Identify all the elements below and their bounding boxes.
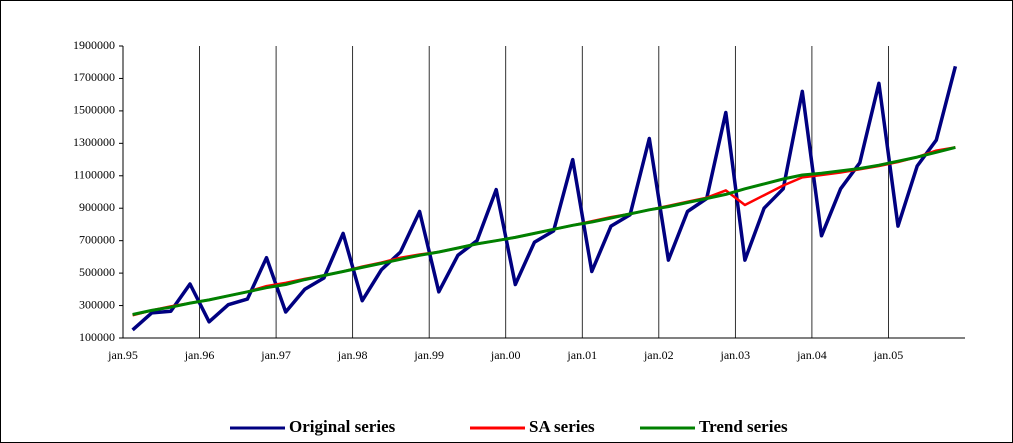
- y-tick-label: 500000: [79, 265, 115, 279]
- x-tick-label: jan.99: [413, 348, 444, 362]
- y-tick-label: 1700000: [73, 70, 115, 84]
- legend-label: SA series: [529, 417, 595, 436]
- x-tick-label: jan.01: [566, 348, 597, 362]
- y-tick-label: 1300000: [73, 135, 115, 149]
- y-tick-label: 100000: [79, 330, 115, 344]
- x-tick-label: jan.95: [107, 348, 138, 362]
- legend-label: Trend series: [699, 417, 788, 436]
- series-line: [131, 65, 958, 332]
- y-tick-label: 700000: [79, 232, 115, 246]
- y-tick-label: 1900000: [73, 38, 115, 52]
- y-tick-label: 300000: [79, 297, 115, 311]
- x-tick-label: jan.03: [720, 348, 751, 362]
- x-tick-label: jan.00: [490, 348, 521, 362]
- x-tick-label: jan.02: [643, 348, 674, 362]
- x-tick-label: jan.04: [796, 348, 827, 362]
- y-tick-label: 1500000: [73, 103, 115, 117]
- y-tick-label: 1100000: [73, 168, 115, 182]
- y-tick-label: 900000: [79, 200, 115, 214]
- x-tick-label: jan.98: [337, 348, 368, 362]
- x-tick-label: jan.97: [260, 348, 291, 362]
- series-line: [132, 145, 956, 316]
- legend-label: Original series: [289, 417, 396, 436]
- x-tick-label: jan.05: [873, 348, 904, 362]
- x-tick-label: jan.96: [184, 348, 215, 362]
